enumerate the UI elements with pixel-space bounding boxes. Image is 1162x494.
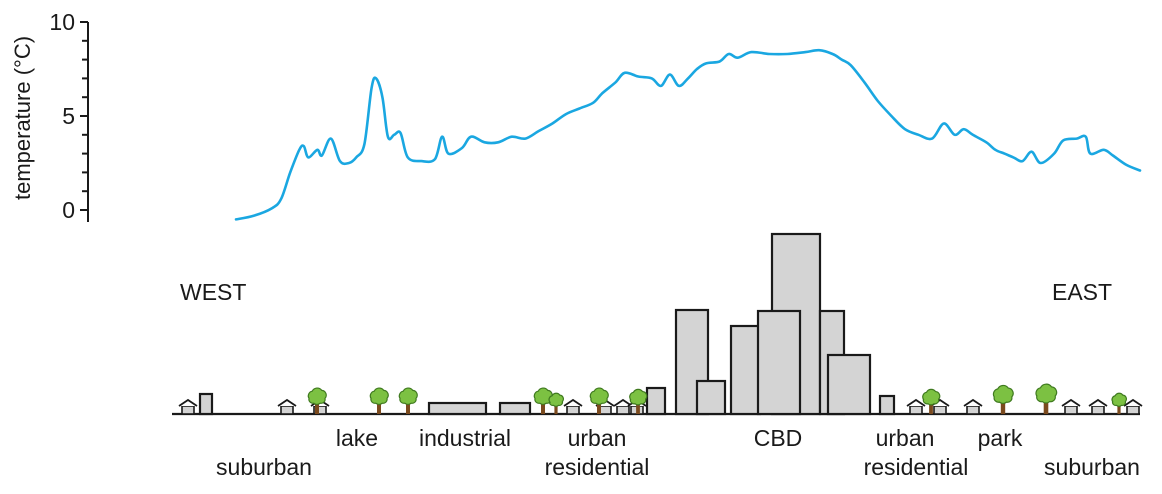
building [695,379,727,416]
tree-trunk [929,402,933,414]
y-tick-label: 0 [62,197,75,223]
tree-crown [1111,392,1127,407]
tree-crown [992,384,1014,405]
house [277,398,297,415]
house [563,398,583,415]
tree [629,388,648,414]
region-label-cbd: CBD [754,425,803,451]
house-body [280,405,294,415]
house-body [933,405,947,415]
tree-crown [398,387,418,406]
building [729,324,762,416]
building [826,353,872,416]
region-label-urban-residential-west: urban [568,425,627,451]
tree [922,388,941,414]
house-roof [963,398,983,407]
region-label-urban-residential-east: urban [876,425,935,451]
house [178,398,198,415]
house-body [966,405,980,415]
tree-trunk [315,402,319,414]
y-tick-label: 10 [49,9,75,35]
tree-trunk [1117,404,1121,414]
house [1088,398,1108,415]
region-label-urban-residential-west-2: residential [545,454,650,480]
house-roof [1123,398,1143,407]
tree [1111,392,1127,414]
region-label-lake: lake [336,425,378,451]
region-label-park: park [978,425,1023,451]
tree-crown [548,392,564,407]
buildings [198,232,896,416]
tree [589,387,609,414]
y-tick-label: 5 [62,103,75,129]
tree [307,387,327,414]
house-body [616,405,630,415]
tree-crown [629,388,648,406]
tree [369,387,389,414]
tree [398,387,418,414]
tree-trunk [1043,400,1049,414]
house-body [566,405,580,415]
house-roof [1088,398,1108,407]
building [878,394,896,416]
tree-trunk [541,402,545,414]
tree [992,384,1014,414]
house [906,398,926,415]
y-axis-title: temperature (°C) [10,36,35,200]
region-label-industrial: industrial [419,425,511,451]
house [1123,398,1143,415]
house-roof [613,398,633,407]
tree-trunk [597,402,601,414]
house-roof [277,398,297,407]
east-label: EAST [1052,279,1112,305]
tree-trunk [377,402,381,414]
house-roof [906,398,926,407]
house-body [909,405,923,415]
y-axis: 0 5 10 temperature (°C) [10,9,89,223]
house-roof [563,398,583,407]
building [498,401,532,416]
tree-trunk [554,404,558,414]
y-axis-ticks: 0 5 10 [49,9,88,223]
houses [178,398,1143,415]
building [198,392,214,416]
house-roof [178,398,198,407]
region-label-suburban-east: suburban [1044,454,1140,480]
house [1061,398,1081,415]
building [756,309,802,416]
building [645,386,667,416]
tree-trunk [1000,400,1006,414]
west-label: WEST [180,279,246,305]
tree-crown [1035,383,1058,404]
temperature-line [234,48,1142,221]
house-body [181,405,195,415]
tree-crown [307,387,327,406]
house-body [1091,405,1105,415]
house [963,398,983,415]
region-labels: suburban lake industrial urban residenti… [216,425,1140,480]
house-body [1126,405,1140,415]
tree-crown [369,387,389,406]
region-label-urban-residential-east-2: residential [864,454,969,480]
tree-crown [589,387,609,406]
tree-trunk [636,402,640,414]
tree-trunk [406,402,410,414]
tree [548,392,564,414]
region-label-suburban-west: suburban [216,454,312,480]
building [427,401,488,416]
tree [1035,383,1058,414]
house [613,398,633,415]
tree-crown [922,388,941,406]
house-body [1064,405,1078,415]
trees [307,383,1127,414]
house-roof [1061,398,1081,407]
